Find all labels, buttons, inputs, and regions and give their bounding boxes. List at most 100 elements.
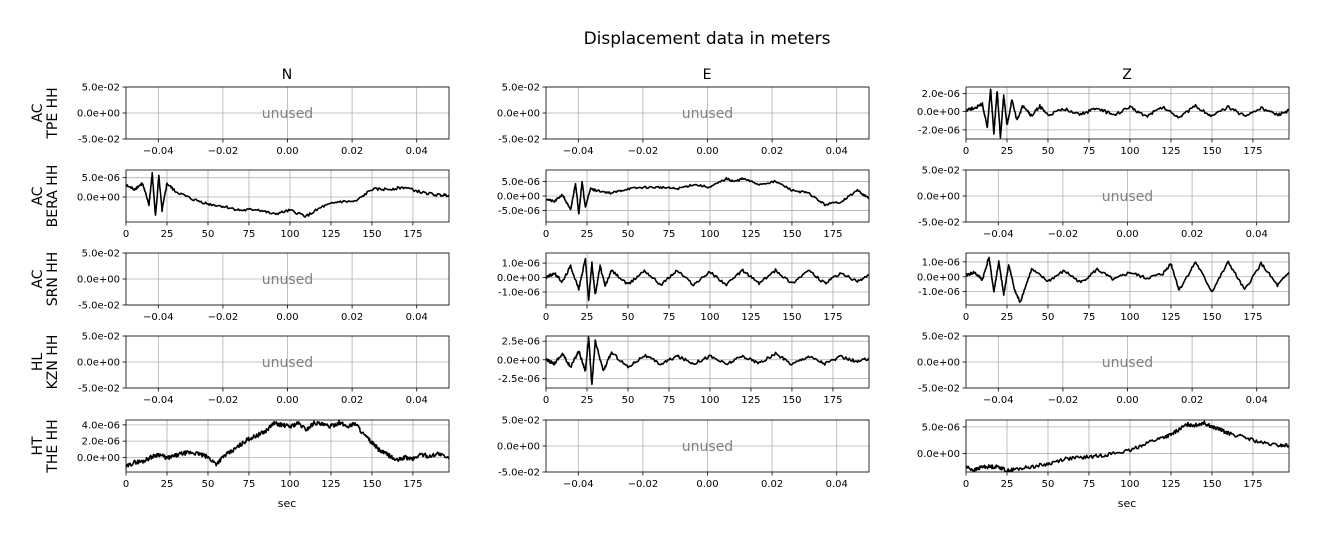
x-tick-label: 0.02: [341, 312, 363, 323]
x-tick-label: −0.04: [983, 395, 1014, 406]
y-tick-label: 0.0e+00: [77, 453, 120, 464]
x-tick-label: 150: [782, 229, 801, 240]
panel-grid: −0.04 −0.02 0.00 0.02 0.04 5.0e-02 0.0e+00 -5.0…: [77, 83, 1290, 490]
x-tick-label: 175: [823, 312, 842, 323]
panel-r4-c2: 0 25 50 75 100 125 150 175 5.0e-06 0.0e+00: [917, 419, 1290, 490]
x-tick-label: −0.02: [628, 146, 659, 157]
panel-r3-c1: 0 25 50 75 100 125 150 175 2.5e-06 0.0e+00 -2.5e-0…: [497, 335, 870, 406]
x-tick-label: 100: [1120, 479, 1139, 490]
x-tick-label: 75: [243, 479, 256, 490]
x-tick-label: 0.04: [406, 395, 428, 406]
trace-line: [966, 420, 1289, 472]
x-tick-label: 150: [1202, 479, 1221, 490]
axes-frame: [545, 419, 870, 473]
y-tick-label: 0.0e+00: [917, 449, 960, 460]
row-station-1: BERA HH: [45, 165, 61, 228]
x-tick-label: 0.00: [276, 146, 298, 157]
x-tick-label: 175: [403, 479, 422, 490]
row-network-2: AC: [30, 269, 46, 288]
y-tick-label: 0.0e+00: [77, 192, 120, 203]
x-tick-label: 0: [543, 229, 549, 240]
y-tick-label: 5.0e-06: [502, 177, 540, 188]
x-tick-label: 50: [622, 312, 635, 323]
y-tick-label: 0.0e+00: [917, 192, 960, 203]
panel-r2-c2: 0 25 50 75 100 125 150 175 1.0e-06 0.0e+00 -1.0e-0…: [917, 252, 1290, 323]
x-tick-label: 25: [1001, 479, 1014, 490]
y-tick-label: 5.0e-02: [82, 249, 120, 260]
row-network-1: AC: [30, 186, 46, 205]
y-tick-label: 4.0e-06: [82, 420, 120, 431]
trace-line: [546, 176, 869, 215]
y-tick-label: 2.0e-06: [82, 437, 120, 448]
x-tick-label: 175: [1243, 312, 1262, 323]
x-tick-label: 150: [1202, 312, 1221, 323]
y-tick-label: 0.0e+00: [77, 109, 120, 120]
y-tick-label: -5.0e-02: [918, 384, 960, 395]
x-tick-label: 0.00: [696, 146, 718, 157]
unused-label: unused: [682, 106, 733, 122]
x-tick-label: 0.02: [761, 479, 783, 490]
x-tick-label: 75: [663, 312, 676, 323]
x-tick-label: 0: [963, 479, 969, 490]
y-tick-label: 0.0e+00: [497, 273, 540, 284]
x-tick-label: 175: [823, 229, 842, 240]
axes-frame: [125, 86, 450, 140]
x-tick-label: 25: [581, 312, 594, 323]
unused-label: unused: [262, 272, 313, 288]
x-tick-label: 100: [700, 395, 719, 406]
panel-r2-c1: 0 25 50 75 100 125 150 175 1.0e-06 0.0e+00 -1.0e-0…: [497, 252, 870, 323]
x-tick-label: 0: [963, 312, 969, 323]
axes-frame: [965, 335, 1290, 389]
panel-r2-c0: −0.04 −0.02 0.00 0.02 0.04 5.0e-02 0.0e+00 -5.0…: [77, 249, 450, 323]
y-tick-label: -1.0e-06: [918, 287, 960, 298]
y-tick-label: 0.0e+00: [497, 355, 540, 366]
x-tick-label: 0.04: [826, 479, 848, 490]
panel-r0-c0: −0.04 −0.02 0.00 0.02 0.04 5.0e-02 0.0e+00 -5.0…: [77, 83, 450, 157]
y-tick-label: 2.0e-06: [922, 89, 960, 100]
x-tick-label: 125: [321, 229, 340, 240]
x-tick-label: 125: [1161, 146, 1180, 157]
x-tick-label: 75: [1083, 312, 1096, 323]
x-tick-label: 0.02: [1181, 229, 1203, 240]
panel-r1-c2: −0.04 −0.02 0.00 0.02 0.04 5.0e-02 0.0e+00 -5.0…: [917, 166, 1290, 240]
row-label-3: HL KZN HH: [30, 335, 61, 390]
x-tick-label: 0.00: [276, 312, 298, 323]
x-tick-label: −0.04: [983, 229, 1014, 240]
x-tick-label: 100: [280, 479, 299, 490]
y-tick-label: 0.0e+00: [917, 107, 960, 118]
x-tick-label: 150: [1202, 146, 1221, 157]
x-tick-label: −0.02: [1048, 229, 1079, 240]
y-tick-label: -2.5e-06: [498, 374, 540, 385]
x-tick-label: 0.00: [696, 479, 718, 490]
x-tick-label: 0.04: [1246, 229, 1268, 240]
y-tick-label: 0.0e+00: [497, 442, 540, 453]
y-tick-label: -2.0e-06: [918, 125, 960, 136]
x-tick-label: 100: [1120, 312, 1139, 323]
axes-frame: [545, 169, 870, 223]
x-tick-label: 0.00: [1116, 229, 1138, 240]
x-tick-label: 25: [1001, 312, 1014, 323]
row-label-4: HT THE HH: [30, 419, 61, 473]
x-tick-label: 25: [1001, 146, 1014, 157]
y-tick-label: 0.0e+00: [77, 275, 120, 286]
unused-label: unused: [1102, 189, 1153, 205]
x-tick-label: 50: [1042, 146, 1055, 157]
row-station-4: THE HH: [45, 419, 61, 473]
x-tick-label: 0.04: [406, 312, 428, 323]
y-tick-label: 0.0e+00: [77, 358, 120, 369]
x-tick-label: 150: [362, 229, 381, 240]
x-tick-label: −0.02: [208, 146, 239, 157]
x-tick-label: −0.04: [563, 479, 594, 490]
x-tick-label: 0: [123, 229, 129, 240]
y-tick-label: -5.0e-02: [918, 218, 960, 229]
row-station-0: TPE HH: [45, 87, 61, 139]
panel-r3-c2: −0.04 −0.02 0.00 0.02 0.04 5.0e-02 0.0e+00 -5.0…: [917, 332, 1290, 406]
x-tick-label: −0.04: [143, 395, 174, 406]
panel-r0-c2: 0 25 50 75 100 125 150 175 2.0e-06 0.0e+00 -2.0e-0…: [917, 86, 1290, 157]
x-tick-label: 75: [663, 395, 676, 406]
x-tick-label: 50: [202, 229, 215, 240]
unused-label: unused: [1102, 355, 1153, 371]
y-tick-label: -5.0e-02: [498, 468, 540, 479]
trace-line: [126, 171, 449, 218]
